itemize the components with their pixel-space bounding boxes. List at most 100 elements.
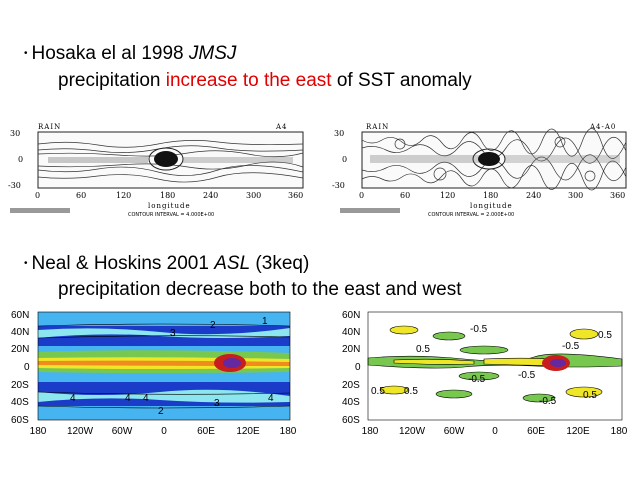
neal-authors: Neal & Hoskins 2001 (31, 253, 215, 275)
hosaka-desc-prefix: precipitation (58, 70, 166, 91)
x-tick: 360 (610, 191, 625, 200)
hosaka-journal: JMSJ (188, 43, 237, 65)
contour-label: 4 (143, 393, 149, 404)
x-axis-label: longitude (148, 202, 191, 210)
contour-label: -0.5 (539, 396, 557, 407)
contour-label: 3 (170, 328, 176, 339)
y-tick: 30 (334, 129, 344, 138)
y-tick: 0 (355, 362, 361, 373)
colorbar (340, 208, 400, 213)
contour-label: 0.5 (371, 386, 385, 397)
x-tick: 60W (444, 426, 465, 437)
x-tick: 60 (400, 191, 410, 200)
contour-note: CONTOUR INTERVAL = 2.000E+00 (428, 212, 514, 218)
hosaka-rain-a4-plot: RAIN A4 30 0 -30 0 60 120 180 240 300 36… (8, 123, 304, 218)
neal-precip-difference-plot: 60N 40N 20N 0 20S 40S 60S -0.5 0.5 -0.5 … (342, 310, 628, 437)
y-tick: 60N (11, 310, 29, 321)
x-tick: 180 (483, 191, 498, 200)
stipple-texture (370, 155, 620, 163)
y-tick: 20N (342, 344, 360, 355)
contour-label: 0.5 (404, 386, 418, 397)
x-tick: 0 (35, 191, 40, 200)
x-tick: 120E (236, 426, 260, 437)
contour-label: 0.5 (416, 344, 430, 355)
y-tick: 0 (18, 155, 23, 164)
x-tick: 240 (526, 191, 541, 200)
hosaka-desc-highlight: increase to the east (165, 70, 332, 91)
contour-label: -0.5 (470, 324, 488, 335)
neal-precip-full-plot: 60N 40N 20N 0 20S 40S 60S 1 2 3 4 4 4 3 … (11, 310, 297, 437)
y-tick: 0 (24, 362, 30, 373)
contour-note: CONTOUR INTERVAL = 4.000E+00 (128, 212, 214, 218)
x-tick: 360 (288, 191, 303, 200)
x-tick: 180 (611, 426, 628, 437)
y-tick: 40N (11, 327, 29, 338)
contour-label: 0.5 (583, 390, 597, 401)
y-tick: 60N (342, 310, 360, 321)
plot-title: RAIN (366, 123, 389, 131)
x-tick: 0 (359, 191, 364, 200)
x-tick: 60E (527, 426, 545, 437)
x-tick: 180 (280, 426, 297, 437)
x-tick: 180 (362, 426, 379, 437)
bullet-dot: • (24, 48, 28, 59)
x-tick: 300 (568, 191, 583, 200)
rain-maximum (478, 152, 500, 166)
x-tick: 120W (399, 426, 426, 437)
contour-label: 1 (262, 316, 268, 327)
y-tick: 40S (342, 397, 360, 408)
plot-tag: A4 (275, 123, 288, 131)
y-tick: 20N (11, 344, 29, 355)
contour-label: 2 (210, 320, 216, 331)
y-tick: 20S (342, 380, 360, 391)
hosaka-description: precipitation increase to the east of SS… (58, 70, 472, 92)
y-tick: 0 (342, 155, 347, 164)
neal-description: precipitation decrease both to the east … (58, 279, 462, 300)
x-tick: 180 (30, 426, 47, 437)
x-tick: 120E (566, 426, 590, 437)
contour-label: 3 (214, 398, 220, 409)
contour-label: 4 (70, 393, 76, 404)
contour-label: 4 (268, 393, 274, 404)
contour-label: 2 (158, 406, 164, 417)
x-tick: 0 (161, 426, 167, 437)
neal-tag: (3keq) (250, 253, 310, 275)
x-tick: 120 (440, 191, 455, 200)
y-tick: 40S (11, 397, 29, 408)
contour-label: 4 (125, 393, 131, 404)
hosaka-desc-suffix: of SST anomaly (331, 70, 472, 91)
neal-journal: ASL (214, 253, 251, 275)
x-tick: 240 (203, 191, 218, 200)
y-tick: 30 (10, 129, 20, 138)
bullet-dot: • (24, 258, 28, 269)
contour-lines (37, 140, 304, 183)
y-tick: -30 (332, 181, 345, 190)
plot-tag: A4-A0 (589, 123, 616, 131)
x-tick: 180 (160, 191, 175, 200)
x-tick: 120 (116, 191, 131, 200)
rain-maximum (154, 151, 178, 167)
contour-label: -0.5 (468, 374, 486, 385)
y-tick: 60S (342, 415, 360, 426)
y-tick: -30 (8, 181, 21, 190)
bullet-hosaka: • Hosaka el al 1998 JMSJ (24, 43, 236, 65)
x-tick: 60E (197, 426, 215, 437)
x-axis-label: longitude (470, 202, 513, 210)
x-tick: 60 (76, 191, 86, 200)
stipple-texture (48, 157, 293, 163)
contour-label: -0.5 (562, 341, 580, 352)
colorbar (10, 208, 70, 213)
x-tick: 0 (492, 426, 498, 437)
bullet-neal-hoskins: • Neal & Hoskins 2001 ASL (3keq) (24, 253, 309, 275)
x-tick: 120W (67, 426, 94, 437)
y-tick: 60S (11, 415, 29, 426)
x-tick: 60W (112, 426, 133, 437)
y-tick: 40N (342, 327, 360, 338)
hosaka-authors: Hosaka el al 1998 (31, 43, 189, 65)
contour-label: 0.5 (598, 330, 612, 341)
x-tick: 300 (246, 191, 261, 200)
y-tick: 20S (11, 380, 29, 391)
contour-label: -0.5 (518, 370, 536, 381)
hosaka-rain-a4-a0-plot: RAIN A4-A0 30 0 -30 0 60 120 180 240 300… (332, 123, 627, 218)
plot-title: RAIN (38, 123, 61, 131)
